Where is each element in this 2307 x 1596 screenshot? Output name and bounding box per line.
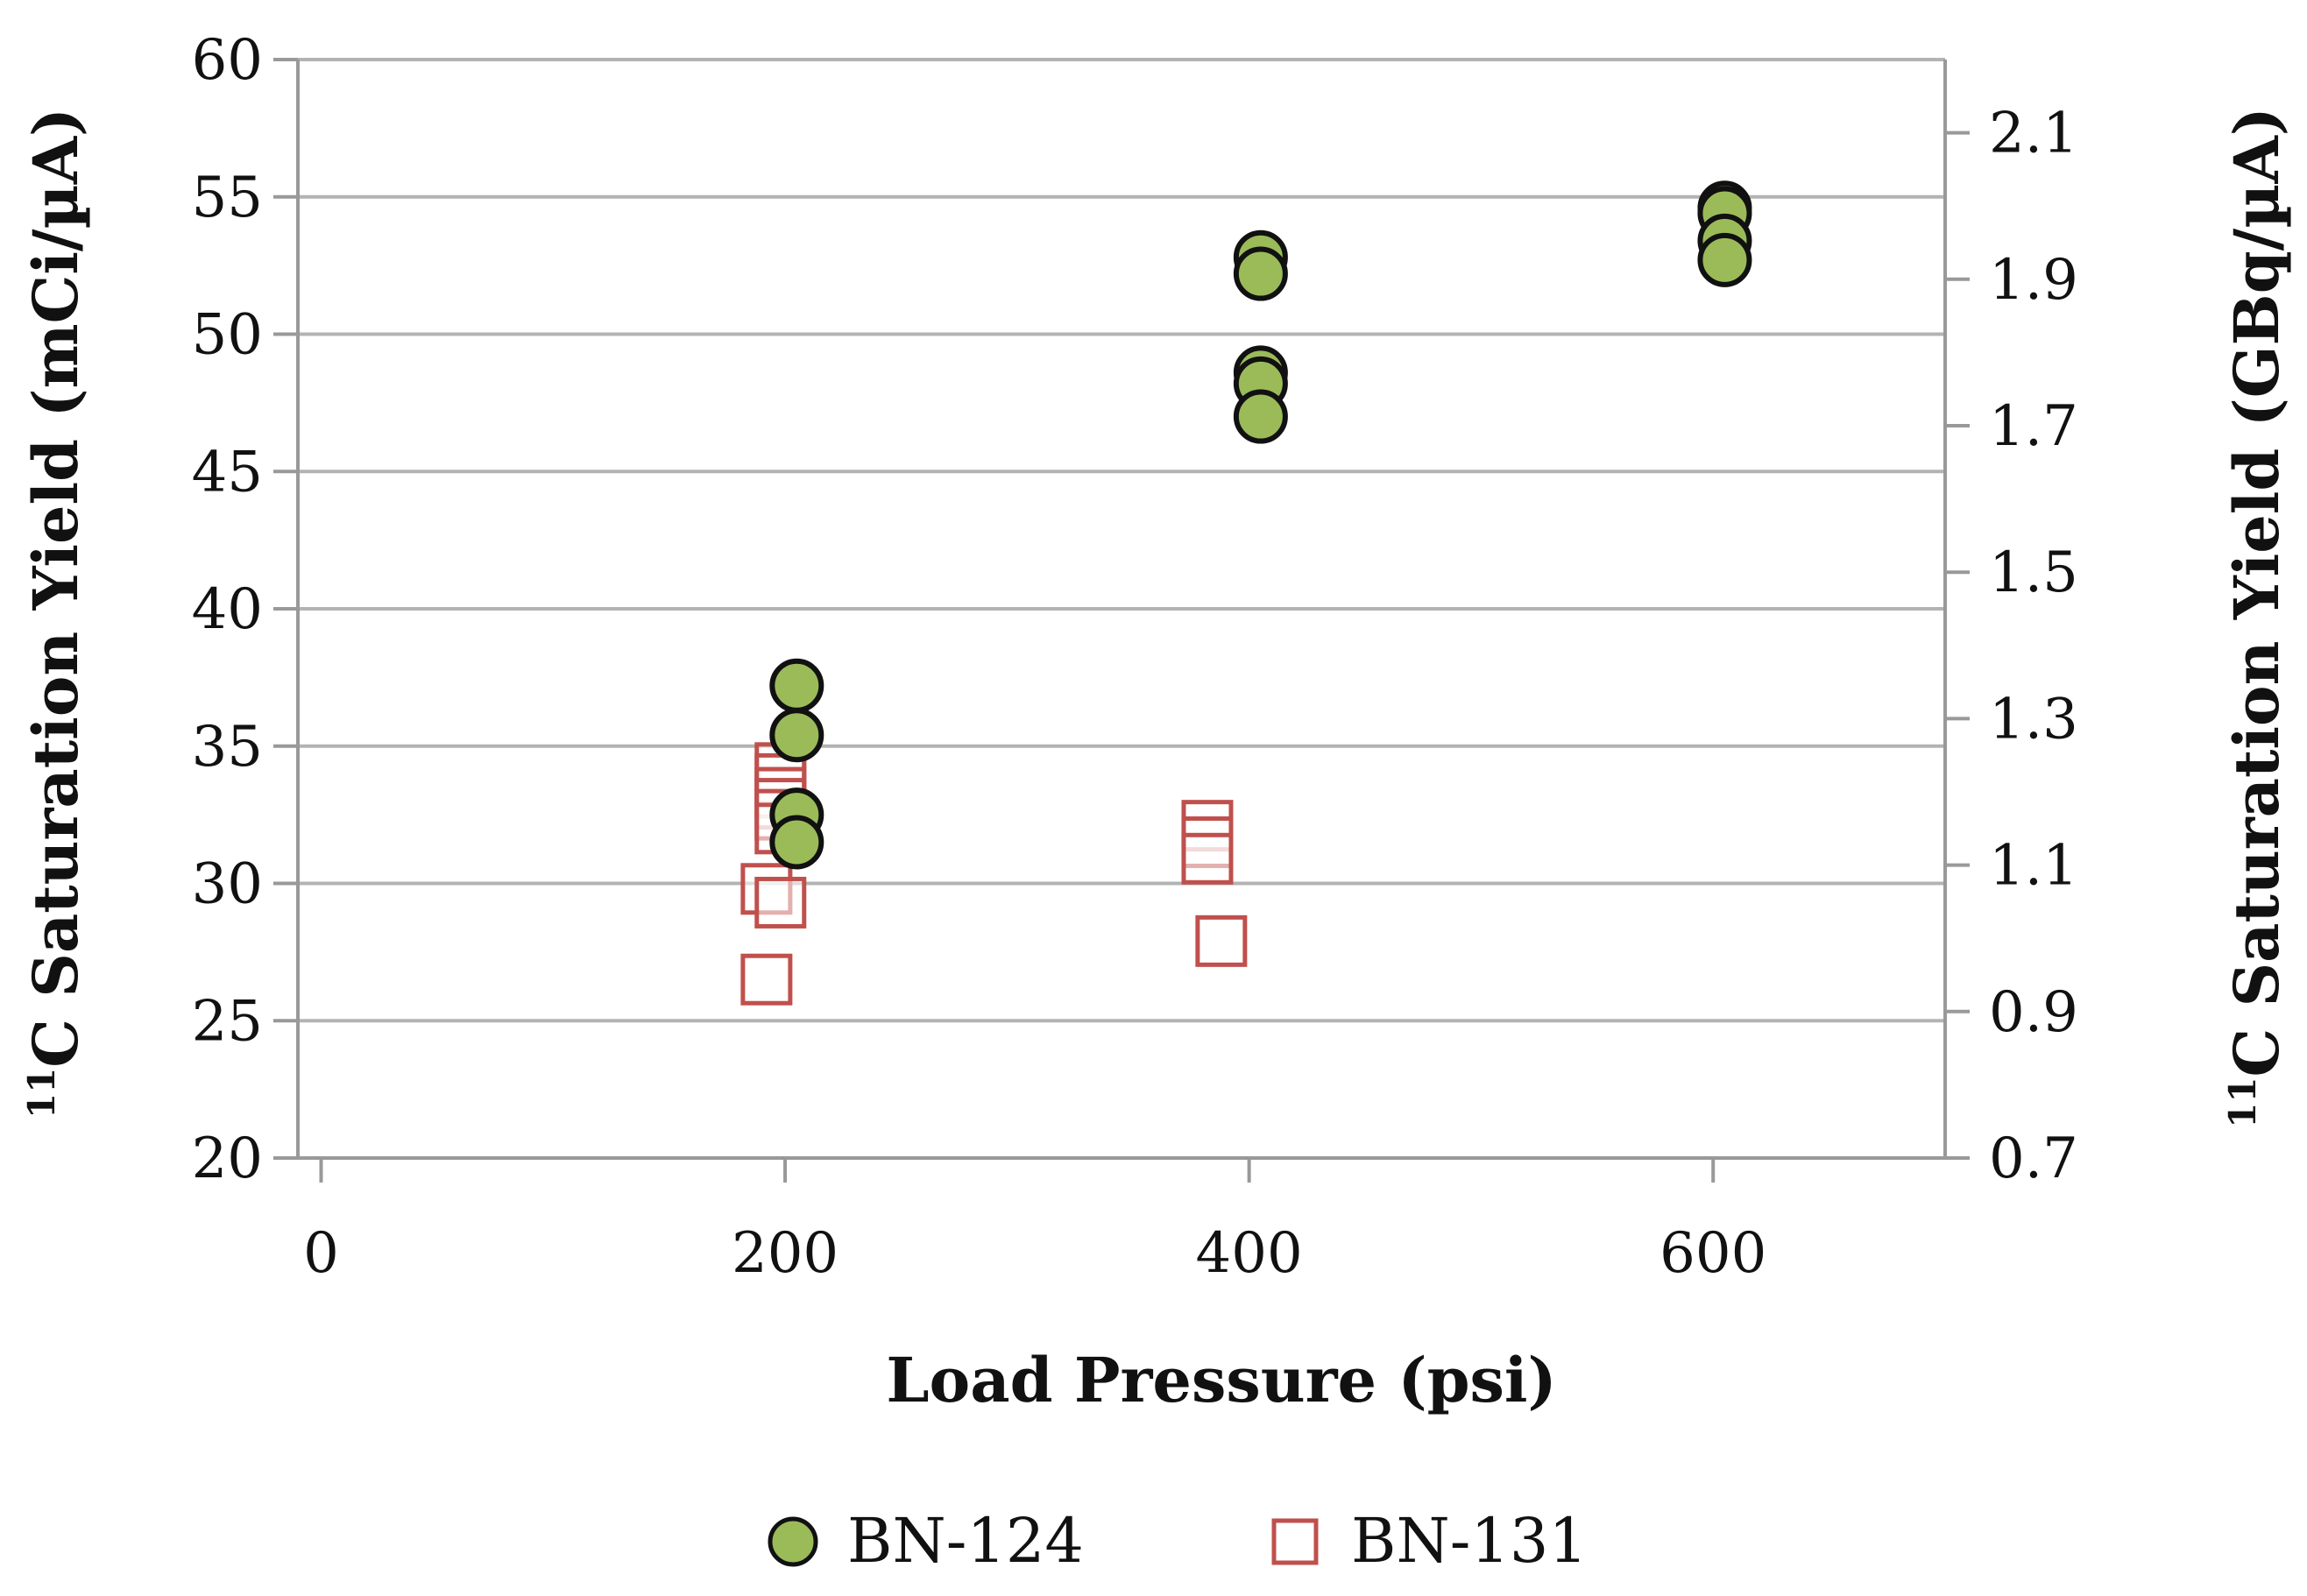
x-tick-label: 200: [732, 1221, 839, 1286]
y-axis-right-title-superscript: 11: [2221, 1077, 2264, 1127]
data-point-bn-131: [1195, 915, 1248, 967]
y-left-tick-label: 30: [192, 852, 263, 917]
y-axis-left-title: 11C Saturation Yield (mCi/µA): [19, 108, 92, 1119]
data-point-bn-124: [769, 815, 824, 870]
x-axis-ticks: 0 200 400 600: [303, 1158, 1766, 1286]
y-left-tick-label: 55: [192, 166, 263, 230]
y-right-tick-label: 1.1: [1989, 834, 2078, 899]
y-right-tick-label: 0.7: [1989, 1126, 2078, 1191]
gridlines: [298, 58, 1945, 1023]
legend-label-bn-131: BN-131: [1351, 1505, 1588, 1577]
y-left-tick-label: 40: [192, 577, 263, 642]
y-right-tick-label: 1.9: [1989, 248, 2078, 313]
y-right-tick-label: 1.7: [1989, 394, 2078, 459]
data-point-bn-124: [1233, 389, 1288, 444]
data-point-bn-131: [754, 876, 807, 929]
y-right-tick-label: 1.5: [1989, 540, 2078, 605]
y-axis-left-title-text: C Saturation Yield (mCi/µA): [19, 108, 92, 1068]
legend: BN-124 BN-131: [768, 1505, 1588, 1577]
y-axis-left-ticks: 20 25 30 35 40 45 50 55 60: [192, 28, 298, 1191]
y-left-tick-label: 50: [192, 303, 263, 368]
legend-marker-bn-124: [768, 1516, 818, 1567]
data-point-bn-124: [769, 708, 824, 763]
y-left-tick-label: 20: [192, 1126, 263, 1191]
data-point-bn-131: [1181, 832, 1234, 885]
data-point-bn-124: [1233, 246, 1288, 301]
x-tick-label: 600: [1659, 1221, 1766, 1286]
data-points: [740, 180, 1752, 1006]
y-left-tick-label: 25: [192, 989, 263, 1054]
data-point-bn-124: [1697, 232, 1752, 287]
y-axis-right-ticks: 0.7 0.9 1.1 1.3 1.5 1.7 1.9 2.1: [1945, 102, 2078, 1191]
x-tick-label: 400: [1196, 1221, 1303, 1286]
y-axis-right-title-text: C Saturation Yield (GBq/µA): [2220, 107, 2293, 1077]
y-right-tick-label: 2.1: [1989, 102, 2078, 166]
x-axis-title: Load Pressure (psi): [886, 1344, 1556, 1416]
y-left-tick-label: 45: [192, 440, 263, 505]
y-axis-left-title-superscript: 11: [20, 1068, 63, 1119]
y-left-tick-label: 60: [192, 28, 263, 93]
legend-marker-bn-131: [1271, 1518, 1319, 1565]
y-axis-right-title: 11C Saturation Yield (GBq/µA): [2220, 107, 2293, 1128]
y-right-tick-label: 0.9: [1989, 980, 2078, 1045]
y-left-tick-label: 35: [192, 715, 263, 780]
legend-label-bn-124: BN-124: [847, 1505, 1084, 1577]
y-right-tick-label: 1.3: [1989, 687, 2078, 752]
data-point-bn-124: [769, 658, 824, 713]
data-point-bn-131: [740, 953, 793, 1006]
x-tick-label: 0: [303, 1221, 339, 1286]
